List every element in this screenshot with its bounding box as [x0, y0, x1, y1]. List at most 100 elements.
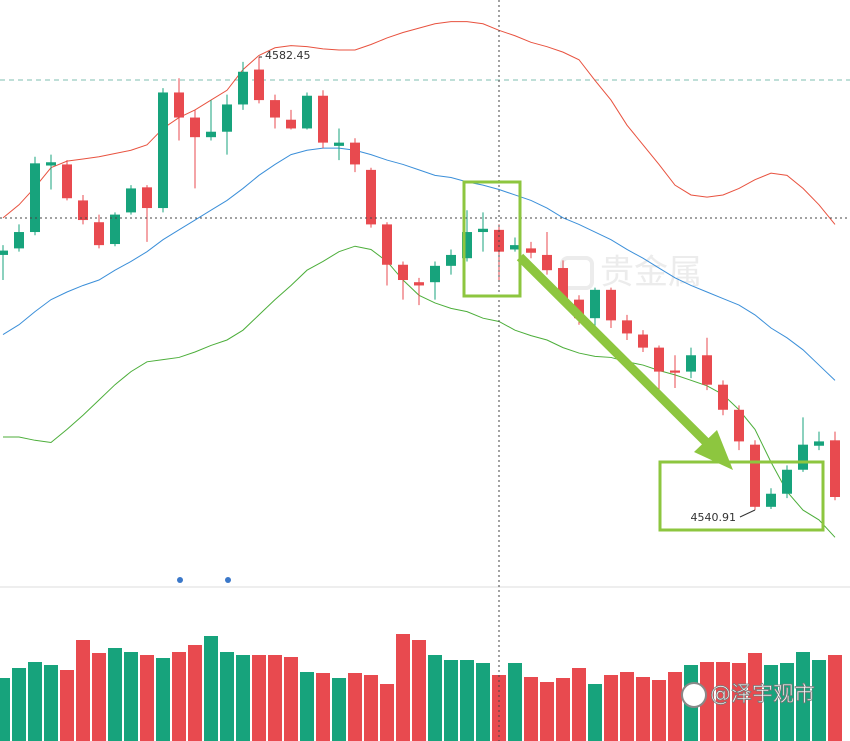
- volume-bar: [28, 662, 42, 741]
- volume-bar: [252, 655, 266, 741]
- candle-body: [558, 268, 568, 300]
- annotation-leader: [739, 509, 756, 518]
- candle-body: [366, 169, 376, 225]
- candle-body: [734, 409, 744, 442]
- candle-body: [286, 119, 296, 129]
- volume-bar: [380, 684, 394, 741]
- candle-body: [686, 355, 696, 372]
- candle-body: [350, 142, 360, 165]
- volume-bar: [188, 645, 202, 741]
- min-annotation: 4540.91: [691, 511, 737, 524]
- volume-bar: [524, 677, 538, 741]
- candle-body: [638, 334, 648, 348]
- volume-bar: [92, 653, 106, 741]
- candle-body: [782, 469, 792, 494]
- candle-body: [798, 444, 808, 470]
- volume-bar: [12, 668, 26, 741]
- candle-body: [382, 224, 392, 265]
- candle-body: [670, 370, 680, 373]
- volume-bar: [124, 652, 138, 741]
- candle-body: [430, 265, 440, 283]
- volume-bar: [700, 662, 714, 741]
- volume-bar: [732, 663, 746, 741]
- candle-body: [0, 250, 8, 255]
- candle-body: [174, 92, 184, 118]
- volume-bar: [796, 652, 810, 741]
- volume-bar: [396, 634, 410, 741]
- volume-bar: [300, 672, 314, 741]
- candle-body: [446, 254, 456, 266]
- candle-body: [14, 232, 24, 249]
- volume-bar: [444, 660, 458, 741]
- candle-body: [94, 222, 104, 246]
- event-dot: [177, 577, 183, 583]
- arrow-shaft: [516, 253, 716, 452]
- volume-bar: [492, 675, 506, 741]
- max-annotation: 4582.45: [265, 49, 311, 62]
- candle-body: [398, 264, 408, 281]
- volume-bar: [716, 662, 730, 741]
- volume-bar: [604, 675, 618, 741]
- volume-bar: [172, 652, 186, 741]
- volume-bar: [364, 675, 378, 741]
- volume-bar: [0, 678, 10, 741]
- band-line: [2, 147, 836, 381]
- candle-body: [718, 384, 728, 410]
- volume-bar: [268, 655, 282, 741]
- plot-area: [0, 21, 842, 741]
- volume-bar: [764, 665, 778, 741]
- arrow-head: [694, 430, 733, 470]
- candle-body: [270, 100, 280, 118]
- volume-bar: [780, 663, 794, 741]
- volume-bar: [748, 653, 762, 741]
- volume-bar: [540, 682, 554, 741]
- candle-body: [46, 162, 56, 166]
- volume-bar: [556, 678, 570, 741]
- volume-bar: [60, 670, 74, 741]
- candle-body: [142, 187, 152, 209]
- volume-bar: [108, 648, 122, 741]
- volume-bar: [476, 663, 490, 741]
- candle-body: [78, 200, 88, 221]
- candle-body: [830, 440, 840, 498]
- candle-body: [814, 441, 824, 446]
- candle-body: [110, 214, 120, 245]
- volume-bar: [76, 640, 90, 741]
- candle-body: [30, 163, 40, 233]
- candle-body: [750, 444, 760, 507]
- volume-bar: [332, 678, 346, 741]
- candle-body: [414, 282, 424, 286]
- candle-body: [654, 347, 664, 372]
- watermark: 贵金属: [600, 253, 702, 293]
- volume-bar: [460, 660, 474, 741]
- candle-body: [334, 142, 344, 146]
- highlight-box: [658, 460, 825, 532]
- volume-bar: [812, 660, 826, 741]
- candle-body: [542, 254, 552, 271]
- highlight-box: [462, 180, 522, 298]
- candle-body: [462, 232, 472, 259]
- credit-logo: [681, 682, 707, 708]
- volume-bar: [508, 663, 522, 741]
- volume-bar: [204, 636, 218, 741]
- volume-bar: [412, 640, 426, 741]
- volume-bar: [572, 668, 586, 741]
- candle-body: [622, 320, 632, 334]
- volume-bar: [316, 673, 330, 741]
- candle-body: [510, 245, 520, 250]
- volume-bar: [156, 658, 170, 741]
- candle-body: [766, 493, 776, 507]
- volume-bar: [620, 672, 634, 741]
- volume-bar: [44, 665, 58, 741]
- candle-body: [206, 131, 216, 138]
- volume-bar: [428, 655, 442, 741]
- volume-bar: [140, 655, 154, 741]
- candle-body: [238, 71, 248, 105]
- candle-body: [158, 92, 168, 209]
- volume-bar: [636, 677, 650, 741]
- background: 贵金属: [0, 79, 850, 588]
- candle-body: [478, 228, 488, 233]
- event-dot: [225, 577, 231, 583]
- candle-body: [574, 299, 584, 319]
